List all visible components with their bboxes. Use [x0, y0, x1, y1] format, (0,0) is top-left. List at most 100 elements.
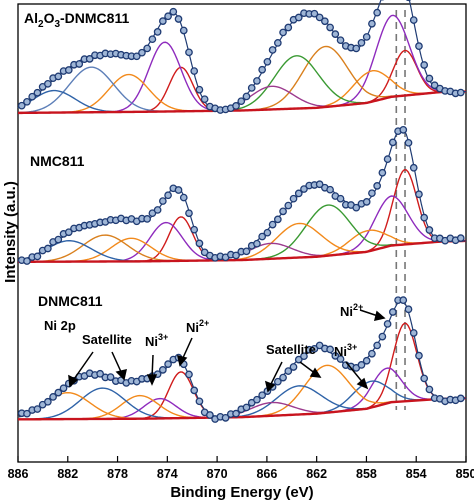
data-point — [33, 88, 42, 97]
data-point — [253, 239, 261, 248]
arrow-ni2-left — [181, 337, 193, 361]
panel-1 — [17, 125, 467, 265]
data-point — [399, 125, 408, 134]
data-point — [326, 23, 334, 32]
data-point — [263, 228, 272, 237]
data-point — [44, 79, 52, 88]
data-point — [258, 65, 267, 74]
data-point — [54, 388, 63, 397]
x-axis-ticks: 886 882 878 874 870 866 862 858 854 850 — [8, 456, 474, 481]
annotation-ni2-right: Ni2+ — [340, 302, 363, 319]
data-point — [357, 361, 366, 369]
data-point — [420, 374, 429, 383]
data-point — [195, 397, 204, 406]
data-point — [456, 234, 465, 242]
arrow-ni3-right — [345, 361, 365, 385]
data-point — [153, 206, 162, 214]
data-point — [143, 44, 152, 53]
data-point — [430, 81, 439, 90]
data-point — [373, 341, 381, 350]
x-tick-label: 862 — [306, 467, 327, 481]
y-axis-label: Intensity (a.u.) — [2, 181, 19, 283]
data-point — [190, 225, 199, 234]
panel-label-dnmc811: DNMC811 — [38, 293, 103, 309]
data-point — [273, 215, 282, 224]
data-point — [159, 17, 167, 25]
annotation-ni2-left: Ni2+ — [186, 318, 209, 335]
data-point — [331, 30, 340, 38]
annotation-ni3-right: Ni3+ — [334, 342, 357, 359]
data-point — [279, 28, 287, 37]
data-point — [352, 44, 361, 53]
panel-0 — [17, 0, 467, 115]
data-point — [368, 19, 376, 28]
data-point — [362, 33, 371, 41]
data-point — [23, 257, 31, 265]
data-point — [263, 57, 272, 66]
x-tick-label: 882 — [57, 467, 78, 481]
data-point — [237, 97, 246, 106]
data-point — [373, 8, 381, 17]
arrowhead-ni2-right — [373, 310, 386, 321]
data-point — [310, 9, 319, 18]
background-line — [17, 90, 467, 115]
data-point — [357, 38, 366, 47]
data-point — [294, 13, 303, 22]
data-point — [289, 194, 298, 203]
data-point — [383, 320, 392, 328]
arrow-satellite-right-a — [269, 361, 283, 387]
data-point — [23, 409, 31, 418]
arrowhead-satellite-left-b — [115, 369, 127, 381]
data-point — [106, 373, 115, 381]
component-peak — [17, 387, 467, 421]
x-tick-label: 878 — [107, 467, 128, 481]
panel-label-al2o3-dnmc811: Al2O3-DNMC811 — [24, 10, 129, 30]
curves-layer — [17, 0, 467, 423]
data-point — [336, 355, 345, 363]
data-point — [54, 72, 63, 81]
data-point — [242, 403, 251, 412]
data-point — [159, 197, 167, 205]
x-tick-label: 858 — [356, 467, 377, 481]
data-point — [159, 366, 167, 374]
data-point — [64, 228, 73, 237]
data-point — [362, 198, 371, 206]
data-point — [258, 232, 267, 241]
data-point — [64, 66, 73, 74]
data-point — [388, 138, 397, 147]
data-point — [17, 101, 26, 110]
data-point — [300, 352, 308, 361]
data-point — [179, 26, 188, 35]
data-point — [409, 163, 418, 172]
annotation-arrows — [68, 309, 386, 393]
data-point — [258, 391, 267, 400]
annotation-ni2p: Ni 2p — [44, 318, 76, 333]
data-point — [164, 360, 172, 368]
data-point — [300, 185, 308, 193]
data-point — [284, 367, 293, 375]
reference-lines — [395, 10, 406, 410]
data-point — [294, 355, 303, 364]
annotation-satellite-left: Satellite — [82, 332, 132, 347]
data-point — [273, 377, 282, 386]
data-point — [164, 191, 172, 200]
arrowhead-ni3-left — [146, 374, 158, 386]
data-point — [425, 74, 434, 83]
data-point — [174, 15, 183, 23]
component-peak — [17, 69, 467, 114]
data-point — [294, 189, 303, 198]
arrowhead-satellite-right-b — [309, 367, 322, 378]
data-point — [206, 411, 214, 419]
data-point — [284, 23, 293, 32]
data-point — [326, 185, 334, 194]
annotation-ni3-left: Ni3+ — [145, 332, 168, 349]
data-point — [253, 77, 261, 85]
data-point — [179, 193, 188, 202]
data-point — [456, 88, 465, 97]
data-point — [362, 356, 371, 365]
data-point — [148, 35, 157, 44]
data-point — [185, 209, 193, 218]
data-point — [404, 305, 413, 314]
component-peak — [17, 66, 467, 114]
data-point — [59, 384, 68, 393]
